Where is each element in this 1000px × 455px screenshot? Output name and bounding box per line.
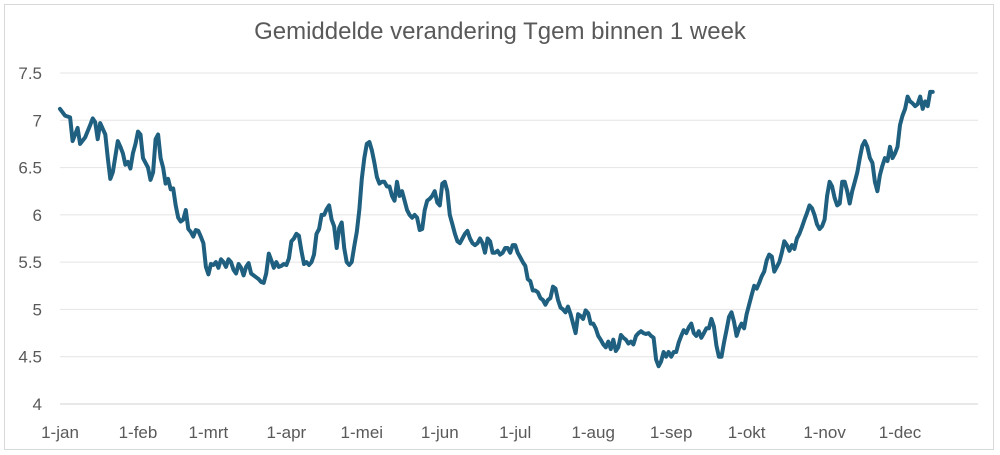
y-tick-label: 4.5	[18, 348, 42, 367]
y-tick-label: 4	[33, 395, 42, 414]
x-tick-label: 1-jul	[499, 423, 531, 442]
y-axis-tick-labels: 7.5 7 6.5 6 5.5 5 4.5 4	[18, 64, 42, 414]
y-tick-label: 5.5	[18, 253, 42, 272]
x-tick-label: 1-apr	[267, 423, 307, 442]
series-group	[58, 89, 935, 369]
y-tick-label: 6.5	[18, 159, 42, 178]
x-tick-label: 1-okt	[728, 423, 766, 442]
x-axis-tick-labels: 1-jan 1-feb 1-mrt 1-apr 1-mei 1-jun 1-jul 1-aug…	[41, 423, 922, 442]
x-tick-label: 1-nov	[803, 423, 846, 442]
x-tick-label: 1-aug	[571, 423, 614, 442]
y-tick-label: 5	[33, 300, 42, 319]
gridlines	[60, 72, 978, 405]
y-tick-label: 6	[33, 206, 42, 225]
x-tick-label: 1-dec	[879, 423, 922, 442]
x-tick-label: 1-feb	[119, 423, 158, 442]
x-tick-label: 1-sep	[650, 423, 693, 442]
x-tick-label: 1-mei	[341, 423, 384, 442]
x-tick-label: 1-mrt	[189, 423, 229, 442]
y-tick-label: 7	[33, 111, 42, 130]
x-tick-label: 1-jun	[421, 423, 459, 442]
series-line	[58, 89, 935, 369]
chart-frame	[4, 4, 994, 450]
y-tick-label: 7.5	[18, 64, 42, 83]
chart-title: Gemiddelde verandering Tgem binnen 1 wee…	[254, 18, 746, 45]
x-tick-label: 1-jan	[41, 423, 79, 442]
